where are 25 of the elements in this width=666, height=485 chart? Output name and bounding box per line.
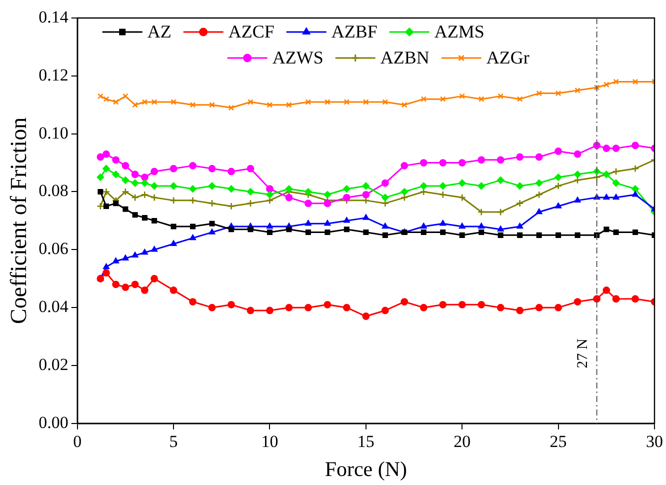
legend-label: AZGr: [486, 48, 530, 68]
y-tick-label: 0.06: [38, 239, 68, 258]
legend-label: AZCF: [228, 22, 274, 42]
legend-label: AZBN: [380, 48, 430, 68]
x-tick-label: 5: [169, 432, 178, 452]
x-tick-label: 15: [357, 432, 374, 452]
x-axis-title: Force (N): [324, 456, 408, 481]
y-tick-label: 0.12: [38, 65, 68, 84]
y-tick-label: 0.00: [38, 412, 68, 432]
y-tick-label: 0.10: [38, 123, 68, 142]
legend-label: AZ: [147, 22, 172, 42]
y-tick-label: 0.14: [38, 7, 69, 26]
x-tick-label: 30: [646, 432, 663, 452]
y-tick-label: 0.04: [38, 297, 69, 316]
y-axis-title: Coefficient of Friction: [6, 116, 31, 324]
legend-label: AZMS: [434, 22, 484, 42]
x-tick-label: 10: [261, 432, 278, 452]
y-tick-label: 0.08: [38, 181, 68, 200]
ref-line-label: 27 N: [575, 338, 592, 368]
x-tick-label: 20: [454, 432, 471, 452]
x-tick-label: 25: [550, 432, 567, 452]
legend-label: AZWS: [272, 48, 324, 68]
y-tick-label: 0.02: [38, 354, 68, 374]
legend-label: AZBF: [331, 22, 378, 42]
x-tick-label: 0: [73, 432, 82, 452]
